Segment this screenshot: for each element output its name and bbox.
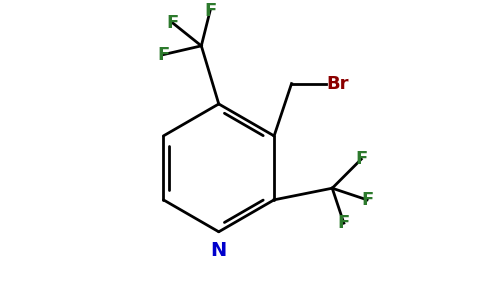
- Text: N: N: [211, 241, 227, 260]
- Text: F: F: [361, 191, 373, 209]
- Text: F: F: [338, 214, 350, 232]
- Text: Br: Br: [326, 75, 349, 93]
- Text: F: F: [204, 2, 216, 20]
- Text: F: F: [166, 14, 179, 32]
- Text: F: F: [157, 46, 170, 64]
- Text: F: F: [355, 150, 367, 168]
